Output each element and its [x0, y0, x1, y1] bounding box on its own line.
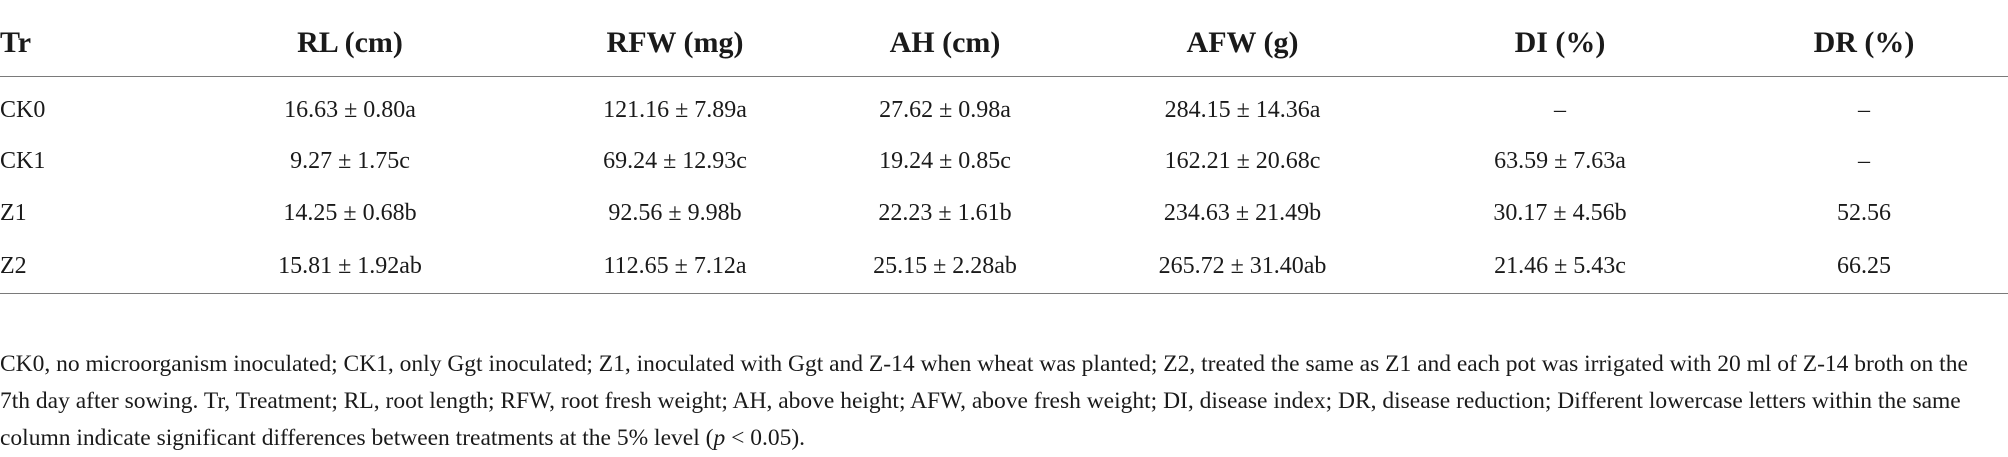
column-header-above-fresh-weight: AFW (g) — [1085, 10, 1400, 77]
footnote-text-end: < 0.05). — [725, 424, 806, 451]
table-cell: 265.72 ± 31.40ab — [1085, 239, 1400, 294]
column-header-root-length: RL (cm) — [155, 10, 545, 77]
table-row-ck0: CK0 16.63 ± 0.80a 121.16 ± 7.89a 27.62 ±… — [0, 77, 2008, 136]
table-cell: CK0 — [0, 96, 46, 123]
table-cell: 15.81 ± 1.92ab — [155, 239, 545, 294]
table-cell: 162.21 ± 20.68c — [1164, 147, 1321, 174]
column-header-disease-index: DI (%) — [1400, 10, 1720, 77]
table-row-ck1: CK1 9.27 ± 1.75c 69.24 ± 12.93c 19.24 ± … — [0, 135, 2008, 187]
table-cell: 69.24 ± 12.93c — [603, 147, 747, 174]
table-cell: – — [1554, 96, 1566, 123]
table-cell: 63.59 ± 7.63a — [1494, 147, 1626, 174]
table-cell: 16.63 ± 0.80a — [284, 96, 416, 123]
results-table: Tr RL (cm) RFW (mg) AH (cm) AFW (g) DI (… — [0, 10, 2008, 294]
table-cell: 9.27 ± 1.75c — [290, 147, 410, 174]
table-cell: 234.63 ± 21.49b — [1163, 199, 1322, 226]
table-cell: 19.24 ± 0.85c — [879, 147, 1011, 174]
table-cell: 121.16 ± 7.89a — [603, 96, 747, 123]
table-cell: 30.17 ± 4.56b — [1493, 199, 1627, 226]
table-cell: 92.56 ± 9.98b — [608, 199, 742, 226]
header-row: Tr RL (cm) RFW (mg) AH (cm) AFW (g) DI (… — [0, 10, 2008, 77]
column-header-above-height: AH (cm) — [805, 10, 1085, 77]
table-cell: 66.25 — [1720, 239, 2008, 294]
table-cell: Z1 — [0, 199, 27, 226]
column-header-disease-reduction: DR (%) — [1720, 10, 2008, 77]
table-cell: 27.62 ± 0.98a — [879, 96, 1011, 123]
column-header-root-fresh-weight: RFW (mg) — [545, 10, 805, 77]
table-cell: CK1 — [0, 147, 46, 174]
table-cell: 52.56 — [1837, 199, 1891, 226]
table-row-z2: Z2 15.81 ± 1.92ab 112.65 ± 7.12a 25.15 ±… — [0, 239, 2008, 294]
table-cell: 284.15 ± 14.36a — [1164, 96, 1321, 123]
table-footnote: CK0, no microorganism inoculated; CK1, o… — [0, 346, 1990, 457]
table-figure: Tr RL (cm) RFW (mg) AH (cm) AFW (g) DI (… — [0, 10, 2008, 451]
table-cell: 112.65 ± 7.12a — [545, 239, 805, 294]
table-cell: 25.15 ± 2.28ab — [805, 239, 1085, 294]
column-header-treatment: Tr — [0, 10, 155, 77]
table-cell: 21.46 ± 5.43c — [1400, 239, 1720, 294]
table-row-z1: Z1 14.25 ± 0.68b 92.56 ± 9.98b 22.23 ± 1… — [0, 187, 2008, 239]
footnote-text: CK0, no microorganism inoculated; CK1, o… — [0, 350, 1968, 451]
table-cell: 22.23 ± 1.61b — [878, 199, 1012, 226]
table-cell: – — [1858, 96, 1870, 123]
table-cell: Z2 — [0, 239, 155, 294]
table-cell: – — [1858, 147, 1870, 174]
footnote-p-symbol: p — [713, 424, 726, 451]
table-cell: 14.25 ± 0.68b — [283, 199, 417, 226]
